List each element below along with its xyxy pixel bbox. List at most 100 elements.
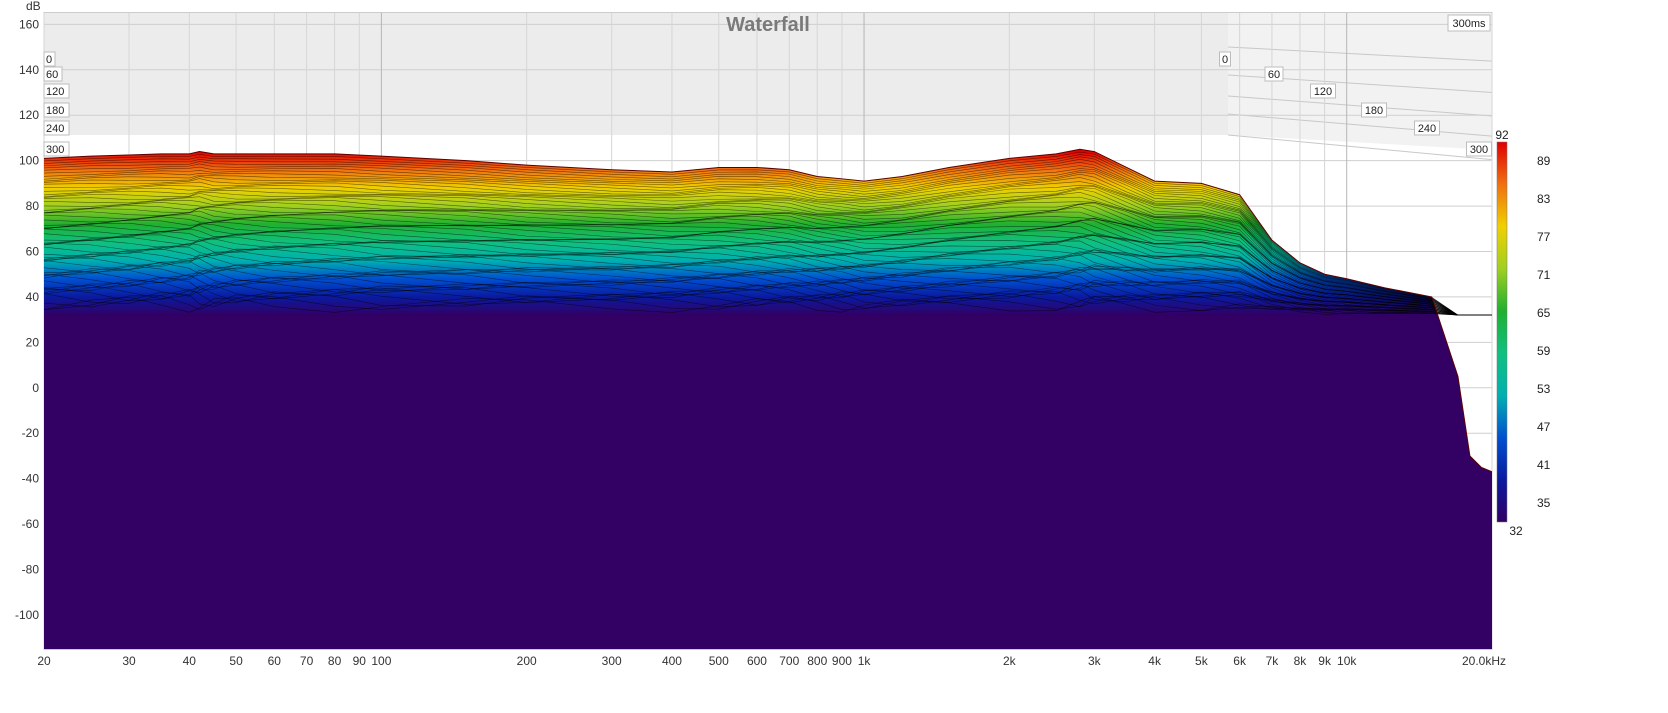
decay-slice <box>44 233 1492 316</box>
decay-slice <box>44 151 1492 316</box>
decay-slice <box>44 177 1492 316</box>
time-tick-right-box <box>1219 51 1231 67</box>
time-tick-left-box <box>43 83 70 99</box>
x-tick-label: 30 <box>122 654 136 668</box>
x-tick-label: 60 <box>268 654 282 668</box>
time-tick-left: 120 <box>46 86 64 98</box>
time-badge: 300ms <box>1447 14 1491 32</box>
time-tick-right-box <box>1361 102 1387 118</box>
decay-slice <box>44 257 1492 316</box>
colorbar-min-label: 32 <box>1509 524 1523 538</box>
time-tick-right-box <box>1466 141 1492 157</box>
decay-slice <box>44 158 1492 316</box>
decay-slice <box>44 184 1492 316</box>
decay-slice <box>44 181 1492 316</box>
decay-slice <box>44 262 1492 316</box>
decay-slice <box>44 230 1492 316</box>
decay-slice <box>44 168 1492 316</box>
decay-slice <box>44 170 1492 316</box>
x-tick-label: 3k <box>1088 654 1102 668</box>
decay-slice <box>44 281 1492 316</box>
x-tick-label: 7k <box>1266 654 1280 668</box>
decay-slice <box>44 274 1492 316</box>
time-tick-right-box <box>1310 83 1336 99</box>
x-tick-label: 20 <box>37 654 51 668</box>
decay-slice <box>44 186 1492 316</box>
colorbar-tick-label: 53 <box>1537 382 1551 396</box>
time-badge-label: 300ms <box>1452 18 1486 30</box>
x-tick-label: 70 <box>300 654 314 668</box>
time-tick-left-box <box>43 120 70 136</box>
colorbar-tick-label: 65 <box>1537 306 1551 320</box>
time-tick-left-box <box>43 51 56 67</box>
time-axis-labels: 0 60 120 180 240 300 0 60 120 180 240 300 <box>43 51 1492 157</box>
colorbar-tick-label: 47 <box>1537 420 1551 434</box>
time-tick-left: 0 <box>46 54 52 66</box>
decay-slice <box>44 199 1492 316</box>
time-tick-right: 0 <box>1222 54 1228 66</box>
x-tick-label: 200 <box>517 654 537 668</box>
x-tick-label: 4k <box>1148 654 1162 668</box>
colorbar-tick-label: 77 <box>1537 230 1551 244</box>
colorbar-gradient <box>1496 141 1508 523</box>
time-tick-left: 60 <box>46 69 58 81</box>
decay-slice <box>44 196 1492 316</box>
decay-slice <box>44 283 1492 316</box>
surface-top-line <box>44 148 1492 473</box>
decay-slice <box>44 171 1492 316</box>
x-tick-label: 2k <box>1003 654 1017 668</box>
x-tick-label: 1k <box>858 654 872 668</box>
time-tick-right: 240 <box>1418 123 1436 135</box>
colorbar-tick-label: 89 <box>1537 154 1551 168</box>
time-tick-right: 300 <box>1470 144 1488 156</box>
decay-slice <box>44 286 1492 316</box>
colorbar-tick-label: 71 <box>1537 268 1551 282</box>
x-tick-label: 10k <box>1337 654 1357 668</box>
decay-slice <box>44 201 1492 316</box>
decay-slice <box>44 156 1492 316</box>
x-tick-label: 100 <box>371 654 391 668</box>
y-tick-label: -100 <box>15 608 39 622</box>
colorbar-tick-label: 83 <box>1537 192 1551 206</box>
colorbar-tick-label: 35 <box>1537 496 1551 510</box>
decay-slice <box>44 260 1492 316</box>
decay-slice <box>44 165 1492 316</box>
x-tick-label: 90 <box>353 654 367 668</box>
colorbar-max-label: 92 <box>1495 128 1509 142</box>
decay-slice <box>44 251 1492 316</box>
x-tick-label: 700 <box>779 654 799 668</box>
decay-slice <box>44 154 1492 316</box>
decay-slice <box>44 268 1492 316</box>
x-tick-label: 500 <box>709 654 729 668</box>
decay-slice <box>44 225 1492 316</box>
colorbar-tick-label: 59 <box>1537 344 1551 358</box>
colorbar-tick-label: 41 <box>1537 458 1551 472</box>
chart-title: Waterfall <box>726 14 810 36</box>
y-tick-label: -40 <box>22 472 40 486</box>
time-tick-right-box <box>1414 120 1440 136</box>
x-axis-ticks: 20 30 40 50 60 70 80 90 100 200 300 400 500 600 700 800… <box>37 654 1506 668</box>
x-tick-label: 40 <box>183 654 197 668</box>
x-tick-label: 80 <box>328 654 342 668</box>
y-tick-label: -60 <box>22 517 40 531</box>
x-tick-label: 300 <box>602 654 622 668</box>
time-tick-right: 120 <box>1314 86 1332 98</box>
x-tick-label: 20.0kHz <box>1462 654 1506 668</box>
waterfall-surface <box>44 148 1492 649</box>
decay-slice <box>44 161 1492 316</box>
decay-slice <box>44 248 1492 316</box>
x-tick-label: 8k <box>1294 654 1308 668</box>
x-tick-label: 9k <box>1318 654 1332 668</box>
y-tick-label: 100 <box>19 154 39 168</box>
time-tick-right: 60 <box>1268 69 1280 81</box>
x-tick-label: 900 <box>832 654 852 668</box>
x-tick-label: 6k <box>1233 654 1247 668</box>
time-tick-right-box <box>1264 66 1284 82</box>
time-tick-left: 180 <box>46 105 64 117</box>
y-tick-label: 0 <box>32 381 39 395</box>
time-tick-left-box <box>43 102 70 118</box>
y-tick-label: 120 <box>19 108 39 122</box>
y-tick-label: -80 <box>22 563 40 577</box>
time-tick-right: 180 <box>1365 105 1383 117</box>
